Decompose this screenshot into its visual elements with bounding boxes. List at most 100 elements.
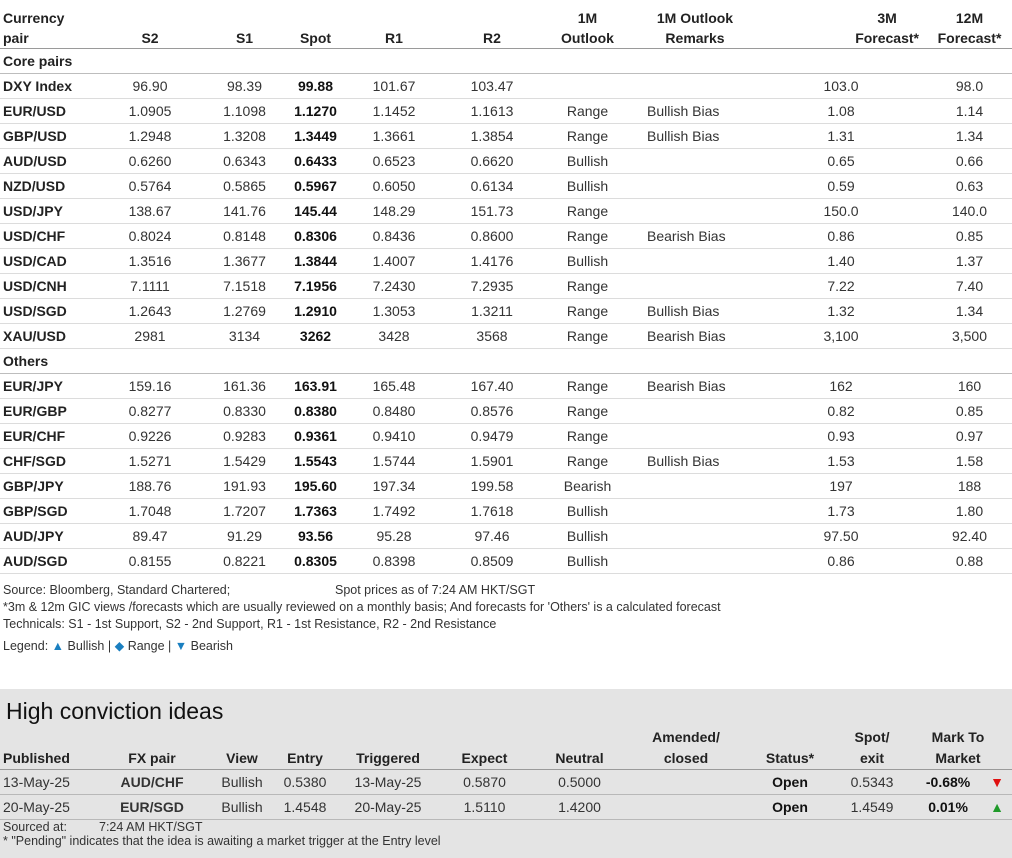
forecast-12m-cell: 0.88 xyxy=(927,548,1012,574)
forecast-3m-cell: 0.86 xyxy=(755,223,927,249)
pair-cell: USD/CHF xyxy=(0,223,98,249)
remarks-cell: Bearish Bias xyxy=(635,223,755,249)
diamond-icon: ◆ xyxy=(114,638,125,653)
spot-time-text: Spot prices as of 7:24 AM HKT/SGT xyxy=(335,582,536,597)
r1-cell: 1.4007 xyxy=(344,248,444,274)
outlook-cell: Range xyxy=(540,273,635,299)
forecast-12m-cell: 0.66 xyxy=(927,148,1012,174)
remarks-cell: Bullish Bias xyxy=(635,298,755,324)
fx-table-row: CHF/SGD 1.5271 1.5429 1.5543 1.5744 1.5901 Ran… xyxy=(0,448,1012,474)
s2-cell: 89.47 xyxy=(98,523,202,549)
r1-cell: 1.3053 xyxy=(344,298,444,324)
s2-cell: 1.2643 xyxy=(98,298,202,324)
remarks-cell xyxy=(635,523,755,549)
fx-pair-cell: EUR/SGD xyxy=(96,794,208,820)
spot-cell: 1.5543 xyxy=(287,448,344,474)
section-heading: Core pairs xyxy=(0,48,1012,74)
remarks-cell: Bullish Bias xyxy=(635,123,755,149)
s1-cell: 0.8330 xyxy=(202,398,287,424)
view-cell: Bullish xyxy=(208,794,276,820)
outlook-cell: Range xyxy=(540,448,635,474)
triangle-up-icon: ▲ xyxy=(51,638,65,653)
pair-cell: AUD/JPY xyxy=(0,523,98,549)
s2-cell: 0.9226 xyxy=(98,423,202,449)
legend-range: Range xyxy=(127,638,165,653)
spot-cell: 163.91 xyxy=(287,373,344,399)
col-header-neutral: Neutral xyxy=(527,727,632,770)
col-header-3m-forecast: 3M Forecast* xyxy=(755,0,927,49)
r2-cell: 1.1613 xyxy=(444,98,540,124)
legend-label: Legend: xyxy=(3,638,49,653)
fx-table-row: GBP/SGD 1.7048 1.7207 1.7363 1.7492 1.7618 Bul… xyxy=(0,498,1012,524)
forecast-3m-cell: 197 xyxy=(755,473,927,499)
spot-cell: 0.8380 xyxy=(287,398,344,424)
s1-cell: 191.93 xyxy=(202,473,287,499)
s1-cell: 0.8148 xyxy=(202,223,287,249)
forecast-note: *3m & 12m GIC views /forecasts which are… xyxy=(3,599,721,614)
r1-cell: 95.28 xyxy=(344,523,444,549)
r2-cell: 0.6134 xyxy=(444,173,540,199)
fx-pair-cell: AUD/CHF xyxy=(96,769,208,795)
amended-cell xyxy=(632,794,740,820)
s1-cell: 3134 xyxy=(202,323,287,349)
r1-cell: 7.2430 xyxy=(344,273,444,299)
s2-cell: 2981 xyxy=(98,323,202,349)
fx-table-row: USD/JPY 138.67 141.76 145.44 148.29 151.73 Ran… xyxy=(0,198,1012,224)
forecast-12m-cell: 1.37 xyxy=(927,248,1012,274)
outlook-cell xyxy=(540,73,635,99)
forecast-12m-cell: 7.40 xyxy=(927,273,1012,299)
r2-cell: 1.4176 xyxy=(444,248,540,274)
fx-outlook-table: Currency pair S2 S1 Spot R1 R2 1M Outlook … xyxy=(0,0,1012,574)
outlook-cell: Bullish xyxy=(540,148,635,174)
forecast-12m-cell: 0.85 xyxy=(927,398,1012,424)
pair-cell: GBP/USD xyxy=(0,123,98,149)
outlook-cell: Range xyxy=(540,423,635,449)
remarks-cell: Bullish Bias xyxy=(635,98,755,124)
fx-table-body: Core pairs DXY Index 96.90 98.39 99.88 101.67… xyxy=(0,48,1012,574)
remarks-cell xyxy=(635,173,755,199)
remarks-cell: Bullish Bias xyxy=(635,448,755,474)
r2-cell: 1.3854 xyxy=(444,123,540,149)
forecast-3m-cell: 97.50 xyxy=(755,523,927,549)
r2-cell: 0.8600 xyxy=(444,223,540,249)
pair-cell: USD/JPY xyxy=(0,198,98,224)
col-header-triggered: Triggered xyxy=(334,727,442,770)
col-header-published: Published xyxy=(0,727,96,770)
forecast-12m-cell: 92.40 xyxy=(927,523,1012,549)
spot-cell: 7.1956 xyxy=(287,273,344,299)
sourced-label: Sourced at: xyxy=(3,820,67,834)
forecast-12m-cell: 160 xyxy=(927,373,1012,399)
pair-cell: EUR/CHF xyxy=(0,423,98,449)
table-notes: Source: Bloomberg, Standard Chartered; S… xyxy=(0,582,1012,655)
view-cell: Bullish xyxy=(208,769,276,795)
pair-cell: GBP/JPY xyxy=(0,473,98,499)
forecast-12m-cell: 1.14 xyxy=(927,98,1012,124)
spot-cell: 0.5967 xyxy=(287,173,344,199)
fx-table-row: AUD/SGD 0.8155 0.8221 0.8305 0.8398 0.8509 Bul… xyxy=(0,548,1012,574)
remarks-cell: Bearish Bias xyxy=(635,373,755,399)
forecast-3m-cell: 0.93 xyxy=(755,423,927,449)
spot-cell: 0.8305 xyxy=(287,548,344,574)
remarks-cell: Bearish Bias xyxy=(635,323,755,349)
s1-cell: 91.29 xyxy=(202,523,287,549)
outlook-cell: Bullish xyxy=(540,523,635,549)
remarks-cell xyxy=(635,398,755,424)
fx-table-header: Currency pair S2 S1 Spot R1 R2 1M Outlook … xyxy=(0,0,1012,49)
fx-table-row: USD/SGD 1.2643 1.2769 1.2910 1.3053 1.3211 Ran… xyxy=(0,298,1012,324)
neutral-cell: 1.4200 xyxy=(527,794,632,820)
expect-cell: 0.5870 xyxy=(442,769,527,795)
pair-cell: GBP/SGD xyxy=(0,498,98,524)
legend-separator: | xyxy=(168,638,172,653)
r1-cell: 0.8398 xyxy=(344,548,444,574)
status-cell: Open xyxy=(740,769,840,795)
s2-cell: 7.1111 xyxy=(98,273,202,299)
s1-cell: 0.8221 xyxy=(202,548,287,574)
r1-cell: 197.34 xyxy=(344,473,444,499)
outlook-cell: Range xyxy=(540,298,635,324)
forecast-12m-cell: 3,500 xyxy=(927,323,1012,349)
r2-cell: 199.58 xyxy=(444,473,540,499)
col-header-entry: Entry xyxy=(276,727,334,770)
section-heading: Others xyxy=(0,348,1012,374)
pair-cell: USD/SGD xyxy=(0,298,98,324)
r2-cell: 0.6620 xyxy=(444,148,540,174)
